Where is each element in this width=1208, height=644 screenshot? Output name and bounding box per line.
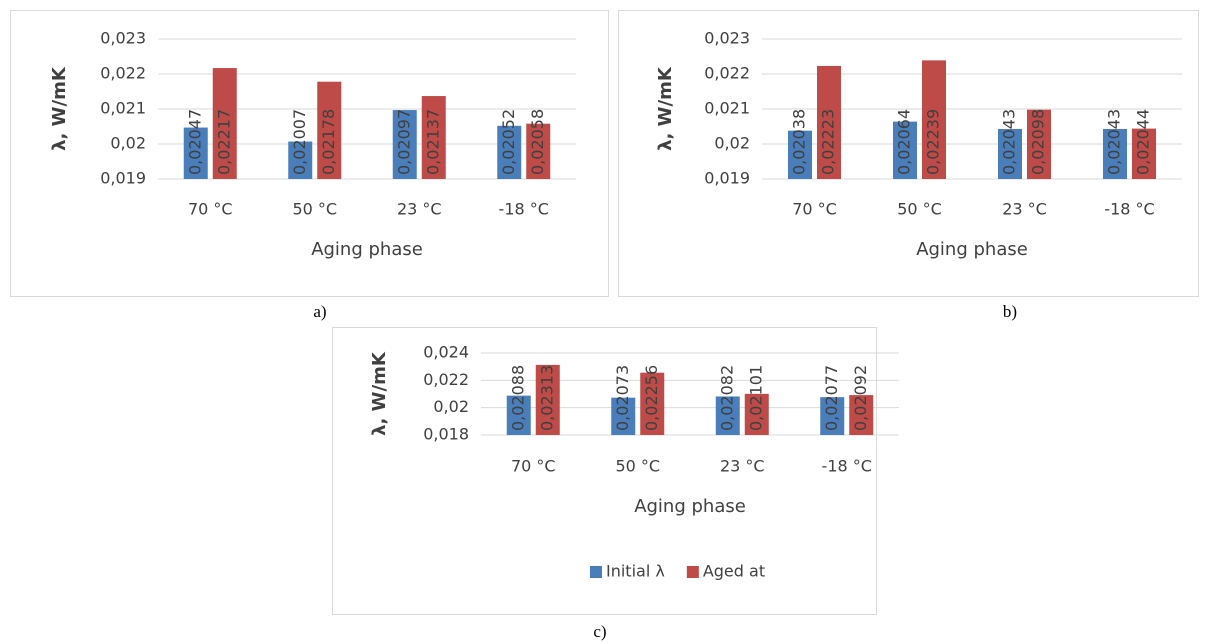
bar	[922, 60, 946, 179]
panel-caption: a)	[313, 302, 326, 321]
x-axis-title: Aging phase	[916, 239, 1028, 260]
value-label: 0,02038	[790, 109, 809, 175]
value-label: 0,02073	[613, 365, 632, 431]
x-tick-label: 50 °C	[897, 200, 942, 219]
value-label: 0,02223	[819, 109, 838, 175]
value-label: 0,02101	[746, 365, 765, 431]
y-axis-title: λ, W/mK	[369, 351, 390, 436]
value-label: 0,02043	[1105, 109, 1124, 175]
x-tick-label: 23 °C	[720, 457, 765, 476]
x-tick-label: -18 °C	[1104, 200, 1154, 219]
x-tick-label: -18 °C	[822, 457, 872, 476]
value-label: 0,02047	[185, 109, 204, 175]
value-label: 0,02217	[214, 109, 233, 175]
x-tick-label: -18 °C	[499, 200, 549, 219]
chart-frame	[332, 327, 877, 615]
bar	[212, 68, 237, 179]
value-label: 0,02088	[508, 365, 527, 431]
y-tick-label: 0,019	[704, 169, 750, 188]
value-label: 0,02313	[537, 365, 556, 431]
y-tick-label: 0,022	[704, 64, 750, 83]
bar	[715, 396, 740, 435]
value-label: 0,02007	[290, 109, 309, 175]
value-label: 0,02064	[895, 109, 914, 175]
bar	[998, 128, 1022, 179]
y-tick-label: 0,021	[100, 99, 146, 118]
bar	[183, 127, 208, 179]
bar	[611, 397, 636, 435]
bar	[817, 65, 841, 179]
chart-frame	[618, 10, 1199, 297]
x-tick-label: 70 °C	[792, 200, 837, 219]
value-label: 0,02043	[1000, 109, 1019, 175]
value-label: 0,02256	[642, 365, 661, 431]
value-label: 0,02137	[423, 109, 442, 175]
bar	[392, 110, 417, 179]
value-label: 0,02044	[1134, 109, 1153, 175]
x-tick-label: 70 °C	[511, 457, 556, 476]
value-label: 0,02178	[319, 109, 338, 175]
y-tick-label: 0,023	[100, 29, 146, 48]
x-tick-label: 23 °C	[1002, 200, 1047, 219]
y-tick-label: 0,019	[100, 169, 146, 188]
bar	[288, 141, 313, 179]
y-tick-label: 0,024	[423, 343, 469, 362]
x-tick-label: 23 °C	[397, 200, 442, 219]
legend-swatch	[686, 566, 699, 578]
bar	[497, 125, 522, 179]
y-tick-label: 0,02	[714, 134, 750, 153]
bar	[640, 372, 665, 435]
value-label: 0,02092	[851, 365, 870, 431]
y-tick-label: 0,023	[704, 29, 750, 48]
value-label: 0,02052	[499, 109, 518, 175]
value-label: 0,02098	[1029, 109, 1048, 175]
x-axis-title: Aging phase	[311, 239, 423, 260]
y-tick-label: 0,022	[100, 64, 146, 83]
value-label: 0,02082	[717, 365, 736, 431]
y-tick-label: 0,018	[423, 425, 469, 444]
y-tick-label: 0,02	[110, 134, 146, 153]
legend-label: Aged at	[703, 562, 765, 581]
x-tick-label: 50 °C	[292, 200, 337, 219]
bar	[506, 395, 531, 435]
bar	[526, 123, 551, 179]
bar	[820, 397, 845, 435]
bar	[535, 364, 560, 435]
bar	[1027, 109, 1051, 179]
value-label: 0,02097	[394, 109, 413, 175]
x-tick-label: 70 °C	[188, 200, 233, 219]
panel-caption: c)	[593, 622, 606, 641]
panel-caption: b)	[1003, 302, 1017, 321]
y-tick-label: 0,022	[423, 370, 469, 389]
y-axis-title: λ, W/mK	[655, 66, 676, 151]
x-tick-label: 50 °C	[615, 457, 660, 476]
bar	[1103, 128, 1127, 179]
bar	[744, 393, 769, 435]
x-axis-title: Aging phase	[634, 496, 746, 517]
legend-swatch	[590, 566, 602, 578]
value-label: 0,02058	[528, 109, 547, 175]
bar	[1132, 128, 1156, 179]
y-tick-label: 0,021	[704, 99, 750, 118]
bar	[788, 130, 812, 179]
y-axis-title: λ, W/mK	[49, 66, 70, 151]
value-label: 0,02077	[822, 365, 841, 431]
bar	[317, 81, 342, 179]
bar	[421, 96, 446, 179]
chart-frame	[10, 10, 609, 297]
legend-label: Initial λ	[606, 562, 665, 581]
bar	[893, 121, 917, 179]
value-label: 0,02239	[924, 109, 943, 175]
bar	[849, 395, 874, 435]
y-tick-label: 0,02	[433, 397, 469, 416]
